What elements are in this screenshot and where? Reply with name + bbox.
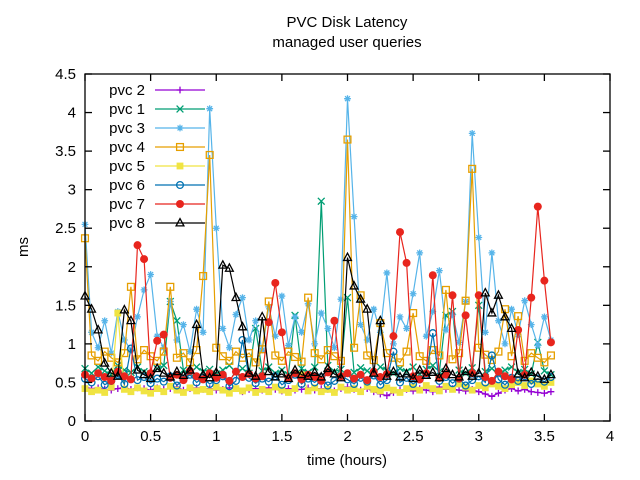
legend-item-pvc-1: pvc 1: [109, 101, 205, 118]
series-pvc-5: [81, 309, 555, 397]
legend-label-pvc-1: pvc 1: [109, 101, 145, 118]
series-pvc-8: [80, 251, 556, 383]
y-axis-label: ms: [15, 237, 32, 257]
legend-label-pvc-6: pvc 6: [109, 177, 145, 194]
legend-item-pvc-3: pvc 3: [109, 120, 205, 137]
y-tick-label: 4: [68, 105, 76, 122]
y-tick-label: 3.5: [55, 143, 76, 160]
series-line-pvc-3: [84, 98, 552, 354]
legend-item-pvc-5: pvc 5: [109, 158, 205, 175]
x-tick-label: 1: [212, 428, 220, 445]
x-tick-label: 4: [606, 428, 614, 445]
legend-item-pvc-6: pvc 6: [109, 177, 205, 194]
y-tick-label: 0.5: [55, 374, 76, 391]
chart-subtitle: managed user queries: [272, 34, 421, 51]
y-tick-label: 1.5: [55, 297, 76, 314]
plot-series-layer: [80, 95, 556, 400]
x-axis-label: time (hours): [307, 452, 387, 469]
x-tick-label: 3.5: [534, 428, 555, 445]
legend-label-pvc-2: pvc 2: [109, 82, 145, 99]
legend-label-pvc-7: pvc 7: [109, 196, 145, 213]
legend-item-pvc-8: pvc 8: [109, 215, 205, 232]
x-tick-label: 1.5: [271, 428, 292, 445]
x-tick-label: 2.5: [403, 428, 424, 445]
x-tick-label: 2: [343, 428, 351, 445]
x-tick-label: 0.5: [140, 428, 161, 445]
legend-item-pvc-2: pvc 2: [109, 82, 205, 99]
legend-item-pvc-7: pvc 7: [109, 196, 205, 213]
y-tick-label: 2: [68, 259, 76, 276]
chart-title: PVC Disk Latency: [287, 14, 408, 31]
y-tick-label: 4.5: [55, 66, 76, 83]
legend-label-pvc-3: pvc 3: [109, 120, 145, 137]
y-tick-label: 3: [68, 182, 76, 199]
legend-label-pvc-5: pvc 5: [109, 158, 145, 175]
legend: pvc 2 pvc 1 pvc 3 pvc 4 pvc 5 pvc 6 pvc 7 pvc 8: [109, 82, 205, 232]
x-tick-label: 0: [81, 428, 89, 445]
y-tick-label: 1: [68, 336, 76, 353]
series-pvc-4: [80, 135, 555, 367]
x-tick-label: 3: [475, 428, 483, 445]
legend-item-pvc-4: pvc 4: [109, 139, 205, 156]
y-tick-label: 2.5: [55, 220, 76, 237]
y-tick-label: 0: [68, 413, 76, 430]
legend-label-pvc-8: pvc 8: [109, 215, 145, 232]
axis-tick-layer: 0 0.5 1 1.5 2 2.5 3 3.5 4 0 0.5 1 1.5 2 2.5 3 3.5 4 4.5: [55, 66, 614, 445]
legend-label-pvc-4: pvc 4: [109, 139, 145, 156]
plot-border: [84, 73, 611, 422]
